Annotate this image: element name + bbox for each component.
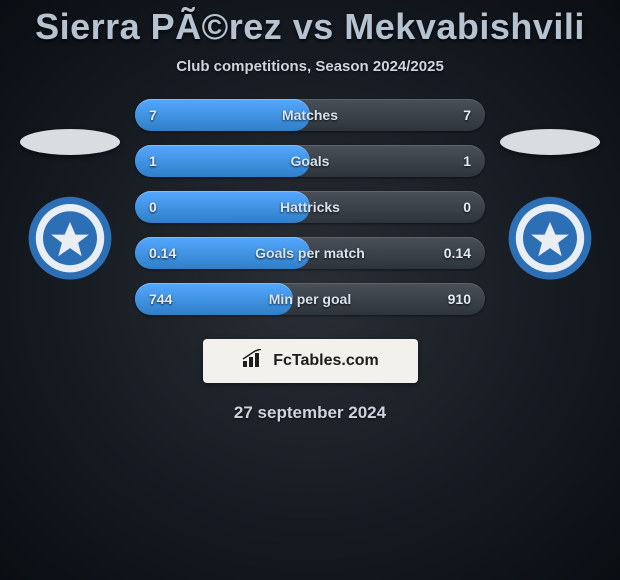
stat-row: 1 Goals 1: [135, 145, 485, 177]
right-flag-icon: [500, 129, 600, 155]
stat-left-value: 1: [149, 145, 157, 177]
left-flag-icon: [20, 129, 120, 155]
stat-left-value: 7: [149, 99, 157, 131]
stat-right-value: 7: [463, 99, 471, 131]
left-player-column: [15, 129, 125, 285]
stat-fill: [135, 145, 310, 177]
left-club-badge-icon: [22, 195, 118, 285]
stat-row: 7 Matches 7: [135, 99, 485, 131]
stat-label: Hattricks: [280, 199, 340, 215]
right-club-badge-icon: [502, 195, 598, 285]
chart-icon: [241, 349, 267, 374]
stat-left-value: 0.14: [149, 237, 176, 269]
stat-label: Matches: [282, 107, 338, 123]
stat-right-value: 0: [463, 191, 471, 223]
stat-row: 0 Hattricks 0: [135, 191, 485, 223]
stat-label: Min per goal: [269, 291, 351, 307]
stat-right-value: 1: [463, 145, 471, 177]
stat-left-value: 0: [149, 191, 157, 223]
stat-row: 744 Min per goal 910: [135, 283, 485, 315]
stat-label: Goals: [291, 153, 330, 169]
brand-link[interactable]: FcTables.com: [203, 339, 418, 383]
date-text: 27 september 2024: [0, 403, 620, 423]
stats-list: 7 Matches 7 1 Goals 1 0 Hattricks 0 0.14…: [135, 99, 485, 315]
stat-left-value: 744: [149, 283, 172, 315]
subtitle: Club competitions, Season 2024/2025: [0, 58, 620, 75]
comparison-panel: 7 Matches 7 1 Goals 1 0 Hattricks 0 0.14…: [0, 99, 620, 315]
page-title: Sierra PÃ©rez vs Mekvabishvili: [0, 0, 620, 48]
right-player-column: [495, 129, 605, 285]
stat-right-value: 0.14: [444, 237, 471, 269]
stat-row: 0.14 Goals per match 0.14: [135, 237, 485, 269]
brand-text: FcTables.com: [273, 352, 379, 370]
stat-right-value: 910: [448, 283, 471, 315]
stat-label: Goals per match: [255, 245, 365, 261]
